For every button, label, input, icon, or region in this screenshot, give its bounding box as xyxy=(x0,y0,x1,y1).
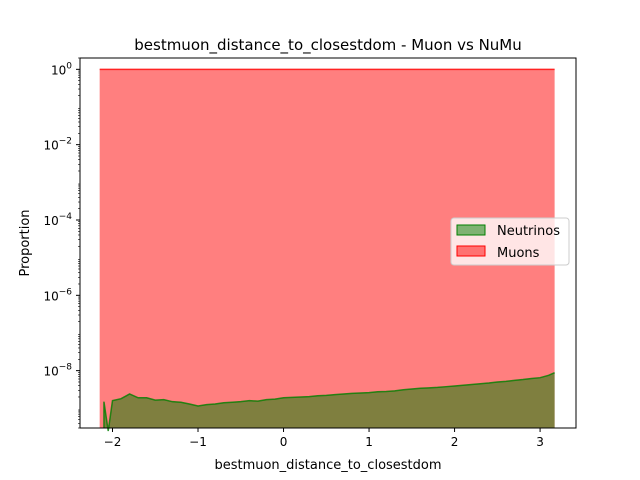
legend-swatch-neutrinos xyxy=(456,224,486,236)
legend: Neutrinos Muons xyxy=(450,217,570,266)
legend-label-neutrinos: Neutrinos xyxy=(497,224,560,239)
x-tick-label: 0 xyxy=(280,435,288,449)
y-tick-label: 100 xyxy=(51,61,72,77)
line-neutrinos xyxy=(103,372,555,432)
y-tick-label: 10−6 xyxy=(43,287,72,303)
x-tick-label: 3 xyxy=(536,435,544,449)
y-tick-label: 10−8 xyxy=(43,363,72,379)
y-axis-label: Proportion xyxy=(18,209,33,276)
x-tick-label: −1 xyxy=(189,435,207,449)
y-tick-label: 10−4 xyxy=(43,212,72,228)
y-tick-label: 10−2 xyxy=(43,137,72,153)
legend-swatch-muons xyxy=(456,245,486,257)
plot-area xyxy=(99,68,555,432)
x-axis-label: bestmuon_distance_to_closestdom xyxy=(214,458,441,473)
legend-label-muons: Muons xyxy=(497,246,540,261)
chart-title: bestmuon_distance_to_closestdom - Muon v… xyxy=(134,36,522,55)
x-tick-label: 1 xyxy=(365,435,373,449)
x-tick-label: −2 xyxy=(104,435,122,449)
x-tick-label: 2 xyxy=(451,435,459,449)
area-muons xyxy=(99,69,555,428)
plot-frame xyxy=(79,57,577,429)
x-axis: −2 −1 0 1 2 3 xyxy=(104,428,544,449)
y-axis: 10−8 10−6 10−4 10−2 100 xyxy=(43,57,80,429)
